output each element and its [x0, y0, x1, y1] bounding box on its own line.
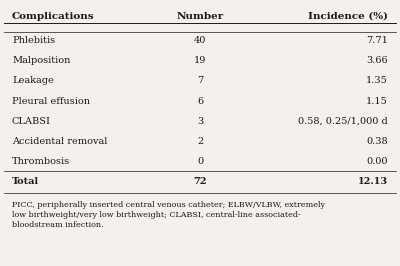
- Text: 0.58, 0.25/1,000 d: 0.58, 0.25/1,000 d: [298, 117, 388, 126]
- Text: Incidence (%): Incidence (%): [308, 12, 388, 21]
- Text: 19: 19: [194, 56, 206, 65]
- Text: 1.35: 1.35: [366, 76, 388, 85]
- Text: Phlebitis: Phlebitis: [12, 36, 55, 45]
- Text: Number: Number: [176, 12, 224, 21]
- Text: Thrombosis: Thrombosis: [12, 157, 70, 166]
- Text: Pleural effusion: Pleural effusion: [12, 97, 90, 106]
- Text: 2: 2: [197, 137, 203, 146]
- Text: 12.13: 12.13: [358, 177, 388, 186]
- Text: Total: Total: [12, 177, 39, 186]
- Text: CLABSI: CLABSI: [12, 117, 51, 126]
- Text: Malposition: Malposition: [12, 56, 70, 65]
- Text: 1.15: 1.15: [366, 97, 388, 106]
- Text: PICC, peripherally inserted central venous catheter; ELBW/VLBW, extremely
low bi: PICC, peripherally inserted central veno…: [12, 201, 325, 229]
- Text: Accidental removal: Accidental removal: [12, 137, 107, 146]
- Text: Complications: Complications: [12, 12, 95, 21]
- Text: 72: 72: [193, 177, 207, 186]
- Text: 7: 7: [197, 76, 203, 85]
- Text: 7.71: 7.71: [366, 36, 388, 45]
- Text: 40: 40: [194, 36, 206, 45]
- Text: 0.00: 0.00: [366, 157, 388, 166]
- Text: 0: 0: [197, 157, 203, 166]
- Text: 3.66: 3.66: [366, 56, 388, 65]
- Text: 3: 3: [197, 117, 203, 126]
- Text: Leakage: Leakage: [12, 76, 54, 85]
- Text: 6: 6: [197, 97, 203, 106]
- Text: 0.38: 0.38: [366, 137, 388, 146]
